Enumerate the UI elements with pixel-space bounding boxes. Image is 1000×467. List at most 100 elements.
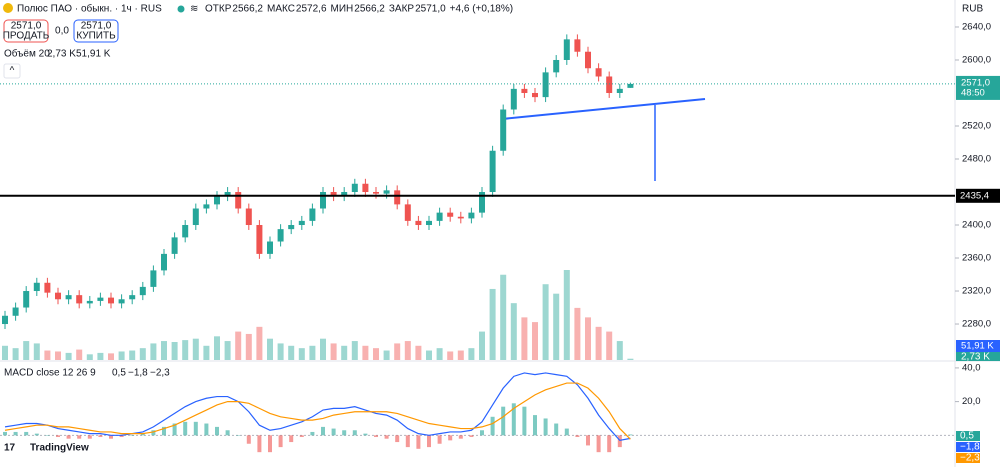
macd-histogram-bar [66,435,71,439]
volume-bar [383,350,390,360]
ohlc-value: 2572,6 [296,4,327,15]
candle-body [585,51,591,69]
collapse-icon[interactable]: ^ [10,66,15,77]
volume-bar [33,343,40,360]
macd-histogram-bar [564,428,569,436]
buy-price[interactable]: 2571,0 [81,21,112,32]
candle-body [595,68,602,77]
macd-histogram-bar [374,435,378,438]
candle-body [309,208,316,221]
volume-bar [182,340,189,360]
volume-bar [256,326,263,360]
hline-badge [956,188,1000,203]
volume-badge-label: 2,73 K [961,352,990,363]
volume-bar [224,341,231,360]
sell-price[interactable]: 2571,0 [11,21,42,32]
candle-body [616,88,623,93]
candle-body [76,295,83,304]
volume-bar [394,343,401,360]
ohlc-label: МАКС [267,4,295,15]
macd-histogram-bar [331,428,336,436]
candle-body [108,297,114,304]
volume-bar [330,343,337,360]
volume-bar [267,338,273,360]
candle-body [542,72,549,98]
volume-bar [426,350,432,360]
candle-body [457,216,464,219]
candle-body [320,192,326,209]
buy-button[interactable] [73,19,119,43]
macd-histogram-bar [458,435,463,439]
volume-bar [468,348,475,360]
macd-histogram-bar [501,406,506,436]
ohlc-label: ЗАКР [389,4,415,15]
macd-histogram-bar [575,435,580,438]
candle-body [553,59,560,73]
ohlc-value: 2566,2 [232,4,263,15]
macd-line [4,372,631,442]
candle-body [33,282,40,292]
candle-body [436,212,443,221]
volume-bar [585,317,591,360]
volume-bar [97,352,104,360]
macd-histogram-bar [363,433,368,436]
macd-histogram-bar [130,435,135,436]
candle-body [510,88,517,110]
sell-label[interactable]: ПРОДАТЬ [3,31,50,42]
macd-histogram-bar [617,435,622,448]
candle-body [288,225,295,230]
macd-histogram-bar [268,435,272,453]
candle-body [245,208,252,226]
macd-histogram-bar [596,435,601,453]
candle-body [489,150,496,193]
ohlc-label: ОТКР [205,4,232,15]
volume-bar [595,326,602,360]
candle-body [129,295,136,300]
candle-body [362,183,369,193]
macd-histogram-bar [98,435,103,438]
volume-bar [150,343,157,360]
volume-bar [129,350,136,360]
volume-bar [288,345,295,360]
candle-body [415,220,422,226]
sell-button[interactable] [3,19,49,43]
volume-bar [447,351,454,360]
volume-bar [521,317,528,360]
candle-body [351,183,358,193]
candle-body [627,83,634,88]
volume-bar [108,353,114,360]
volume-badge [956,340,1000,352]
buy-label[interactable]: КУПИТЬ [76,31,116,42]
volume-bar [235,331,242,360]
y-tick-label: 2280,0 [962,319,991,330]
y-tick-label: 2600,0 [962,55,991,66]
volume-bar [563,270,570,360]
macd-hist-label: 0,5 [112,368,126,379]
macd-histogram-bar [490,416,495,436]
ohlc-value: 2571,0 [415,4,446,15]
collapse-button[interactable] [3,63,21,79]
macd-histogram-bar [427,435,431,448]
candle-body [65,295,72,300]
candle-body [214,196,220,205]
y-tick-label: 2520,0 [962,121,991,132]
macd-histogram-bar [416,435,421,449]
macd-histogram-bar [56,435,60,438]
macd-histogram-bar [77,435,82,439]
volume-bar [479,331,485,360]
macd-histogram-bar [628,434,633,436]
macd-histogram-bar [3,431,7,436]
candle-body [330,192,337,197]
macd-line [4,382,631,440]
macd-badge-label: 0,5 [960,431,974,442]
y-tick-label: 2480,0 [962,154,991,165]
volume-title: Объём 20 [4,48,50,60]
candle-body [23,291,30,308]
macd-histogram-bar [278,435,283,448]
candle-body [532,92,538,98]
volume-bar [203,345,210,360]
candle-body [86,300,93,304]
symbol-icon [3,3,13,13]
y-tick-label: 2320,0 [962,286,991,297]
